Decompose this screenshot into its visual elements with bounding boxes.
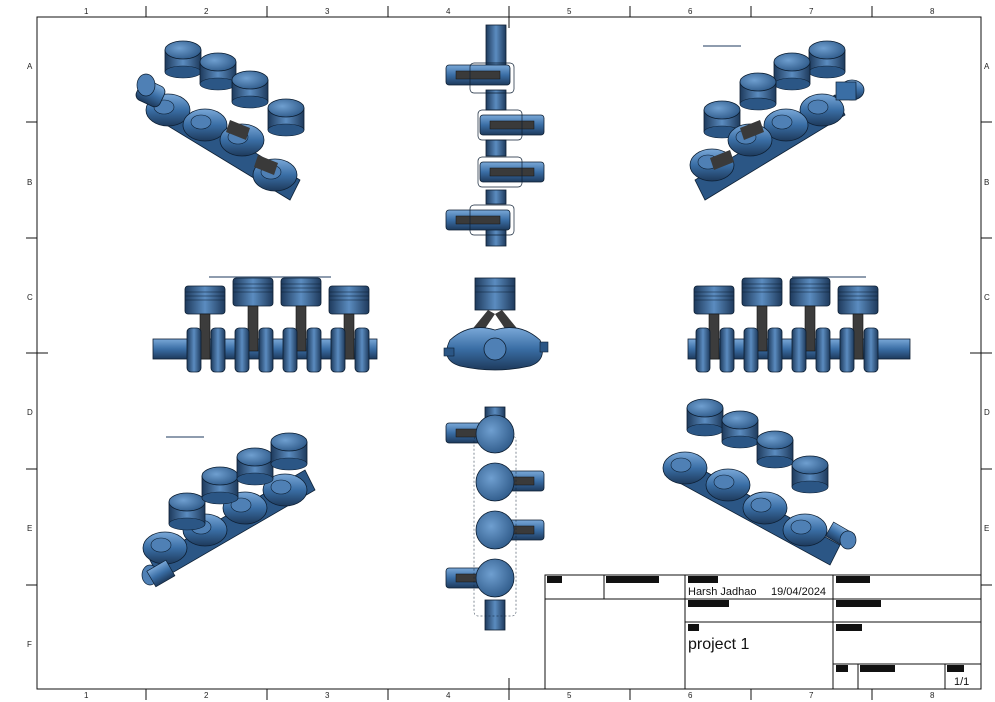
- sheet-number: 1/1: [954, 676, 970, 688]
- row-label: B: [984, 178, 989, 187]
- column-labels-bottom: 1 2 3 4 5 6 7 8: [84, 691, 935, 700]
- row-label: D: [27, 408, 33, 417]
- title-block-redactions: [547, 576, 964, 672]
- col-label: 6: [688, 7, 693, 16]
- col-label: 2: [204, 7, 209, 16]
- col-label: 8: [930, 691, 935, 700]
- row-label: E: [984, 524, 989, 533]
- view-rear[interactable]: [687, 276, 911, 373]
- col-label: 8: [930, 7, 935, 16]
- drawing-title: project 1: [688, 636, 750, 653]
- col-label: 6: [688, 691, 693, 700]
- col-label: 1: [84, 691, 89, 700]
- col-label: 3: [325, 691, 330, 700]
- row-label: A: [984, 62, 990, 71]
- col-label: 3: [325, 7, 330, 16]
- view-isometric-bottom-right[interactable]: [662, 398, 857, 566]
- view-isometric-bottom-left[interactable]: [141, 432, 316, 588]
- col-label: 2: [204, 691, 209, 700]
- title-block: [544, 574, 982, 690]
- col-label: 1: [84, 7, 89, 16]
- col-label: 5: [567, 7, 572, 16]
- drawing-date: 19/04/2024: [771, 586, 827, 598]
- view-side[interactable]: [443, 277, 549, 371]
- col-label: 5: [567, 691, 572, 700]
- row-label: C: [27, 293, 33, 302]
- column-labels-top: 1 2 3 4 5 6 7 8: [84, 7, 935, 16]
- view-isometric-top-left[interactable]: [134, 40, 305, 201]
- col-label: 4: [446, 691, 451, 700]
- row-label: F: [27, 640, 32, 649]
- row-label: C: [984, 293, 990, 302]
- view-top[interactable]: [445, 24, 545, 247]
- row-label: A: [27, 62, 33, 71]
- row-labels-left: A B C D E F: [27, 62, 33, 649]
- row-labels-right: A B C D E: [984, 62, 990, 533]
- row-label: B: [27, 178, 32, 187]
- col-label: 7: [809, 7, 814, 16]
- view-front[interactable]: [152, 276, 378, 373]
- row-label: E: [27, 524, 32, 533]
- col-label: 4: [446, 7, 451, 16]
- view-isometric-top-right[interactable]: [689, 40, 865, 201]
- zone-ticks: [1, 6, 992, 700]
- col-label: 7: [809, 691, 814, 700]
- view-bottom[interactable]: [445, 406, 545, 631]
- row-label: D: [984, 408, 990, 417]
- author-name: Harsh Jadhao: [688, 586, 757, 598]
